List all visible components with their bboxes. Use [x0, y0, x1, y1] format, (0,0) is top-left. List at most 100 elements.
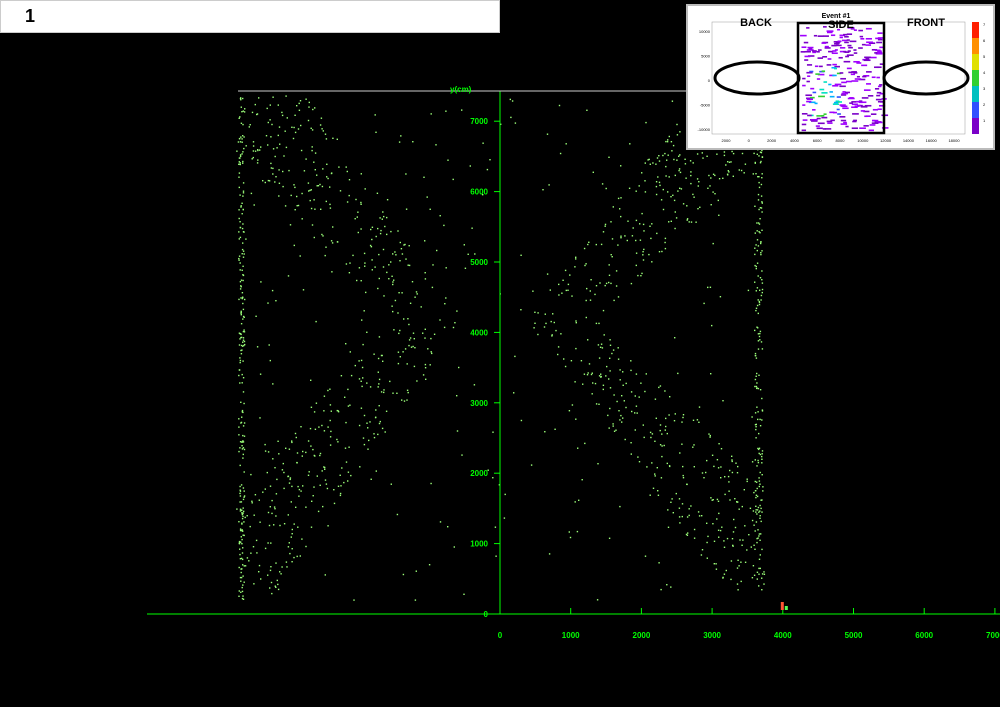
hit-point	[356, 279, 358, 282]
hit-point	[667, 526, 670, 528]
hit-point	[242, 360, 244, 362]
hit-point	[242, 425, 245, 427]
hit-point	[238, 172, 241, 174]
hit-point	[672, 512, 674, 514]
hit-point	[763, 583, 765, 585]
inset-hit-cell	[875, 52, 883, 55]
hit-point	[424, 363, 427, 366]
hit-point	[654, 398, 657, 400]
hit-point	[558, 104, 561, 107]
hit-point	[307, 440, 310, 442]
hit-point	[267, 542, 269, 544]
hit-point	[661, 445, 663, 447]
hit-point	[241, 227, 244, 230]
hit-point	[287, 546, 290, 548]
inset-hit-cell	[839, 36, 843, 39]
hit-point	[405, 258, 407, 260]
hit-point	[742, 539, 744, 541]
hit-point	[420, 306, 422, 308]
hit-point	[754, 424, 757, 426]
hit-point	[403, 318, 405, 320]
inset-hit-cell	[804, 55, 811, 58]
hit-point	[692, 193, 694, 196]
colorbar-segment	[972, 54, 979, 70]
hit-point	[463, 244, 465, 246]
hit-point	[692, 446, 694, 448]
hit-point	[757, 312, 759, 315]
inset-hit-cell	[812, 51, 816, 54]
hit-point	[678, 507, 681, 509]
hit-point	[760, 195, 763, 197]
hit-point	[255, 539, 258, 542]
hit-point	[256, 113, 259, 115]
hit-point	[251, 500, 253, 502]
colorbar-tick-label: 5	[983, 54, 986, 59]
hit-point	[397, 312, 399, 314]
inset-hit-cell	[817, 122, 825, 125]
hit-point	[713, 540, 716, 542]
hit-point	[243, 490, 245, 492]
hit-point	[439, 319, 441, 321]
hit-point	[394, 299, 397, 302]
hit-point	[264, 181, 266, 184]
inset-hit-cell	[856, 104, 861, 107]
hit-point	[706, 459, 708, 462]
hit-point	[753, 574, 756, 576]
colorbar-tick-label: 2	[983, 102, 986, 107]
hit-point	[311, 129, 314, 131]
origin-marker	[780, 602, 784, 610]
hit-point	[242, 250, 245, 252]
hit-point	[605, 375, 607, 377]
hit-point	[688, 508, 690, 510]
hit-point	[613, 430, 616, 432]
hit-point	[725, 164, 727, 166]
hit-point	[317, 185, 320, 187]
hit-point	[552, 313, 554, 315]
hit-point	[258, 499, 260, 501]
hit-point	[757, 348, 760, 350]
hit-point	[756, 578, 758, 580]
hit-point	[245, 238, 247, 240]
hit-point	[670, 501, 672, 503]
hit-point	[510, 116, 512, 119]
hit-point	[435, 144, 437, 146]
hit-point	[243, 435, 246, 437]
y-tick-label: 3000	[470, 399, 488, 408]
hit-point	[584, 442, 586, 445]
hit-point	[397, 351, 400, 353]
hit-point	[314, 152, 317, 154]
y-tick-label: 1000	[470, 540, 488, 549]
hit-point	[320, 117, 323, 119]
hit-point	[296, 105, 298, 107]
hit-point	[240, 279, 243, 281]
inset-hit-cell	[834, 83, 842, 86]
inset-hit-cell	[828, 50, 834, 53]
hit-point	[238, 176, 240, 178]
hit-point	[362, 343, 364, 346]
hit-point	[239, 288, 242, 290]
hit-point	[291, 441, 293, 444]
hit-point	[678, 498, 681, 500]
hit-point	[280, 573, 282, 575]
hit-point	[575, 322, 577, 324]
hit-point	[379, 232, 382, 235]
hit-point	[646, 466, 648, 468]
hit-point	[715, 568, 718, 570]
hit-point	[600, 343, 603, 345]
hit-point	[313, 236, 315, 239]
inset-hit-cell	[836, 108, 840, 111]
hit-point	[715, 563, 717, 565]
hit-point	[710, 204, 712, 206]
hit-point	[681, 421, 683, 423]
hit-point	[407, 391, 409, 394]
hit-point	[585, 263, 587, 265]
hit-point	[635, 190, 637, 192]
hit-point	[240, 122, 243, 124]
hit-point	[422, 332, 424, 334]
hit-point	[424, 328, 426, 330]
hit-point	[757, 327, 759, 329]
inset-hit-cell	[879, 92, 885, 95]
hit-point	[242, 256, 245, 258]
hit-point	[743, 172, 745, 174]
hit-point	[592, 382, 594, 384]
